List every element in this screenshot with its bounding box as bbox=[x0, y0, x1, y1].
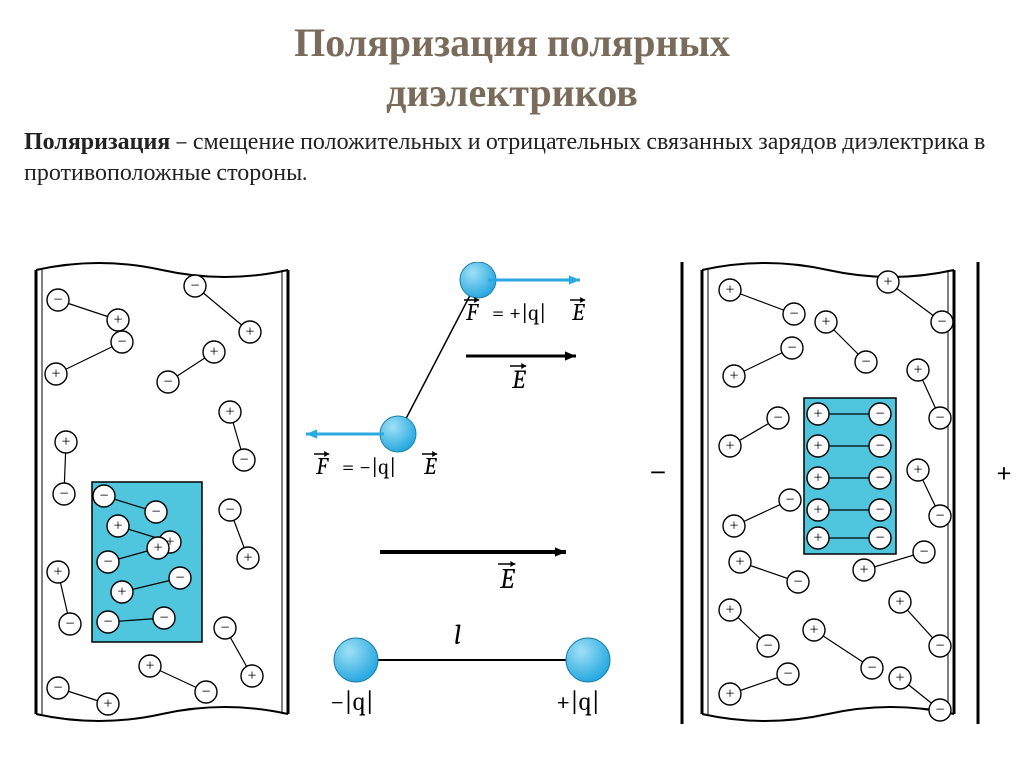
svg-text:−: − bbox=[117, 334, 126, 351]
svg-text:+: + bbox=[103, 696, 112, 713]
svg-text:−: − bbox=[935, 702, 944, 719]
svg-text:+: + bbox=[735, 554, 744, 571]
svg-text:+: + bbox=[813, 438, 822, 455]
svg-text:+: + bbox=[725, 282, 734, 299]
svg-text:+: + bbox=[51, 366, 60, 383]
svg-text:−: − bbox=[201, 684, 210, 701]
svg-text:−: − bbox=[159, 610, 168, 627]
svg-text:E: E bbox=[571, 298, 585, 326]
svg-text:+: + bbox=[895, 670, 904, 687]
svg-text:−: − bbox=[787, 340, 796, 357]
svg-text:+: + bbox=[813, 470, 822, 487]
definition-text: Поляризация – смещение положительных и о… bbox=[0, 118, 1024, 188]
svg-text:+: + bbox=[245, 324, 254, 341]
svg-text:+: + bbox=[813, 530, 822, 547]
svg-text:−: − bbox=[875, 502, 884, 519]
svg-text:−: − bbox=[190, 278, 199, 295]
svg-text:−: − bbox=[937, 314, 946, 331]
svg-text:+: + bbox=[225, 404, 234, 421]
svg-text:+|q|: +|q| bbox=[556, 687, 600, 717]
definition-bold: Поляризация bbox=[24, 127, 170, 155]
svg-text:+: + bbox=[725, 686, 734, 703]
svg-text:F: F bbox=[465, 298, 479, 326]
svg-text:−: − bbox=[867, 660, 876, 677]
svg-text:= −|q|: = −|q| bbox=[342, 454, 396, 480]
svg-text:−: − bbox=[875, 530, 884, 547]
svg-text:+: + bbox=[895, 594, 904, 611]
svg-text:+: + bbox=[913, 462, 922, 479]
svg-text:−: − bbox=[103, 554, 112, 571]
svg-text:−: − bbox=[793, 574, 802, 591]
svg-text:+: + bbox=[813, 502, 822, 519]
title-line2: диэлектриков bbox=[386, 70, 638, 116]
svg-text:−: − bbox=[53, 292, 62, 309]
svg-text:−: − bbox=[861, 354, 870, 371]
svg-text:−: − bbox=[935, 508, 944, 525]
page-title: Поляризация полярных диэлектриков bbox=[0, 0, 1024, 118]
svg-text:+: + bbox=[209, 344, 218, 361]
svg-text:+: + bbox=[809, 622, 818, 639]
svg-text:−: − bbox=[151, 504, 160, 521]
svg-text:−: − bbox=[163, 374, 172, 391]
svg-text:−: − bbox=[225, 502, 234, 519]
title-line1: Поляризация полярных bbox=[294, 20, 730, 66]
svg-text:−: − bbox=[763, 638, 772, 655]
svg-text:+: + bbox=[153, 540, 162, 557]
svg-text:−: − bbox=[220, 620, 229, 637]
svg-text:+: + bbox=[61, 434, 70, 451]
svg-text:+: + bbox=[117, 584, 126, 601]
svg-text:−: − bbox=[59, 486, 68, 503]
svg-text:−: − bbox=[175, 570, 184, 587]
svg-text:+: + bbox=[996, 455, 1013, 490]
svg-text:+: + bbox=[247, 668, 256, 685]
svg-text:+: + bbox=[53, 564, 62, 581]
svg-text:−: − bbox=[239, 452, 248, 469]
svg-text:−: − bbox=[875, 470, 884, 487]
svg-text:−: − bbox=[53, 680, 62, 697]
svg-text:l: l bbox=[454, 619, 461, 651]
svg-text:−: − bbox=[649, 451, 668, 491]
diagrams-area: −−++−++−−−−+−++−−++−+−−++−+−−+−++−+−+−+−… bbox=[0, 262, 1024, 762]
diagram-svg: −−++−++−−−−+−++−−++−+−−++−+−−+−++−+−+−+−… bbox=[0, 262, 1024, 762]
svg-text:−|q|: −|q| bbox=[330, 687, 374, 717]
svg-text:+: + bbox=[729, 368, 738, 385]
svg-text:+: + bbox=[145, 658, 154, 675]
svg-text:−: − bbox=[935, 410, 944, 427]
svg-text:−: − bbox=[935, 638, 944, 655]
svg-text:= +|q|: = +|q| bbox=[492, 300, 546, 326]
svg-text:+: + bbox=[813, 406, 822, 423]
svg-text:−: − bbox=[919, 544, 928, 561]
svg-text:+: + bbox=[859, 562, 868, 579]
svg-text:+: + bbox=[729, 518, 738, 535]
svg-text:+: + bbox=[725, 438, 734, 455]
svg-text:F: F bbox=[315, 452, 329, 480]
svg-text:−: − bbox=[875, 438, 884, 455]
svg-text:+: + bbox=[883, 274, 892, 291]
svg-text:−: − bbox=[773, 410, 782, 427]
svg-text:+: + bbox=[243, 550, 252, 567]
svg-text:E: E bbox=[499, 563, 516, 595]
svg-text:+: + bbox=[113, 518, 122, 535]
svg-text:+: + bbox=[913, 362, 922, 379]
svg-text:+: + bbox=[821, 314, 830, 331]
svg-text:−: − bbox=[103, 614, 112, 631]
svg-text:−: − bbox=[785, 492, 794, 509]
svg-text:−: − bbox=[65, 616, 74, 633]
svg-text:−: − bbox=[783, 666, 792, 683]
svg-text:−: − bbox=[99, 488, 108, 505]
svg-text:E: E bbox=[423, 452, 437, 480]
svg-text:+: + bbox=[725, 602, 734, 619]
svg-text:−: − bbox=[789, 306, 798, 323]
svg-text:+: + bbox=[113, 312, 122, 329]
svg-text:E: E bbox=[511, 365, 526, 395]
svg-text:−: − bbox=[875, 406, 884, 423]
